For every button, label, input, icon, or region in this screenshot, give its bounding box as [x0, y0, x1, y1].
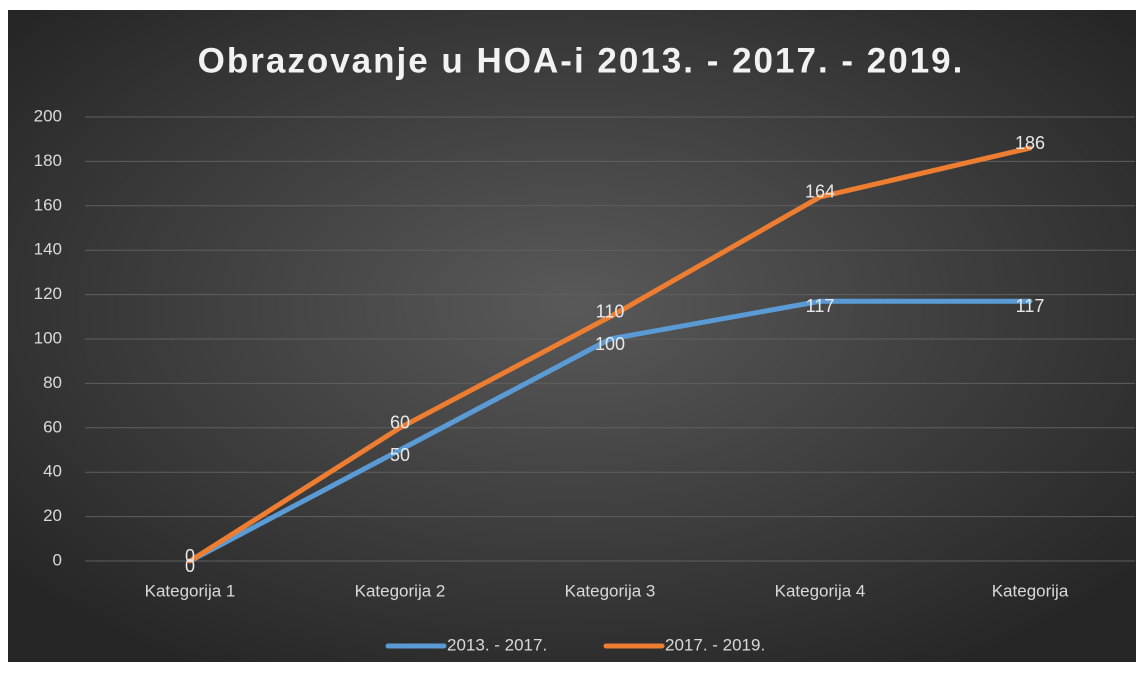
y-tick-label: 180 [34, 151, 62, 170]
legend-label: 2013. - 2017. [447, 635, 547, 654]
data-label: 0 [185, 556, 195, 576]
data-label: 60 [390, 413, 410, 433]
data-label: 0 [185, 546, 195, 566]
y-tick-label: 40 [43, 462, 62, 481]
chart-title: Obrazovanje u HOA-i 2013. - 2017. - 2019… [198, 41, 965, 80]
x-tick-label: Kategorija 3 [565, 581, 656, 600]
y-tick-label: 120 [34, 284, 62, 303]
data-label: 110 [596, 302, 625, 322]
y-tick-label: 80 [43, 373, 62, 392]
y-tick-label: 160 [34, 195, 62, 214]
y-tick-label: 200 [34, 106, 62, 125]
data-label: 117 [1016, 296, 1045, 316]
x-tick-label: Kategorija 1 [145, 581, 236, 600]
y-tick-label: 0 [53, 550, 62, 569]
data-label: 50 [390, 445, 410, 465]
y-tick-label: 60 [43, 417, 62, 436]
data-label: 117 [806, 296, 835, 316]
legend-label: 2017. - 2019. [665, 635, 765, 654]
data-label: 100 [595, 334, 625, 354]
y-tick-label: 20 [43, 506, 62, 525]
data-label: 164 [805, 182, 835, 202]
y-tick-label: 140 [34, 240, 62, 259]
x-tick-label: Kategorija [992, 581, 1069, 600]
series-line [187, 298, 1033, 564]
x-tick-label: Kategorija 4 [775, 581, 866, 600]
x-tick-label: Kategorija 2 [355, 581, 446, 600]
data-label: 186 [1015, 133, 1045, 153]
y-tick-label: 100 [34, 328, 62, 347]
series-line [187, 145, 1033, 564]
